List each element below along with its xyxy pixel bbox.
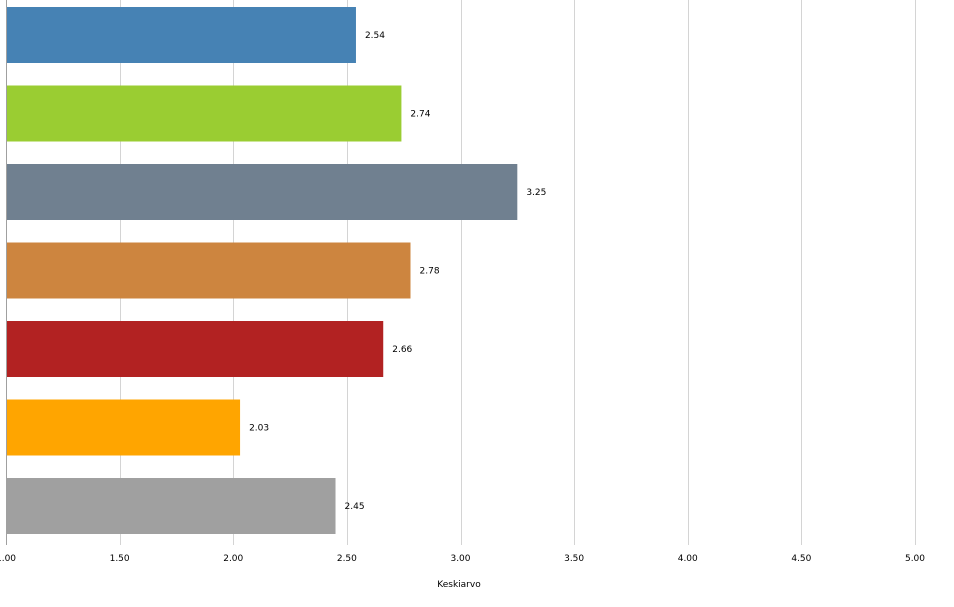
bar — [7, 242, 411, 299]
bar — [7, 164, 518, 220]
bar — [7, 7, 356, 63]
bar-value-label: 2.74 — [410, 110, 430, 120]
bar-value-label: 2.66 — [392, 345, 412, 355]
bar-value-label: 3.25 — [526, 188, 546, 198]
bar-value-label: 2.03 — [249, 424, 269, 434]
bar — [7, 399, 241, 456]
data-labels-group: 2.54 2.74 3.25 2.78 2.66 2.03 2.45 — [249, 31, 546, 512]
x-tick-label: 1.50 — [110, 554, 130, 564]
x-tick-label: 3.00 — [450, 554, 470, 564]
x-tick-label: 1.00 — [0, 554, 16, 564]
bar — [7, 321, 384, 377]
x-tick-label: 3.50 — [564, 554, 584, 564]
bar-value-label: 2.45 — [345, 502, 365, 512]
x-tick-label: 2.00 — [223, 554, 243, 564]
bars-group — [7, 7, 518, 534]
x-tick-label: 2.50 — [337, 554, 357, 564]
x-tick-labels: 1.00 1.50 2.00 2.50 3.00 3.50 4.00 4.50 5.00 — [0, 554, 925, 564]
bar-value-label: 2.54 — [365, 31, 385, 41]
x-tick-label: 4.00 — [678, 554, 698, 564]
x-axis-title: Keskiarvo — [437, 580, 481, 590]
bar — [7, 85, 402, 142]
bar — [7, 478, 336, 534]
bar-value-label: 2.78 — [420, 267, 440, 277]
x-tick-label: 4.50 — [791, 554, 811, 564]
x-tick-label: 5.00 — [905, 554, 925, 564]
